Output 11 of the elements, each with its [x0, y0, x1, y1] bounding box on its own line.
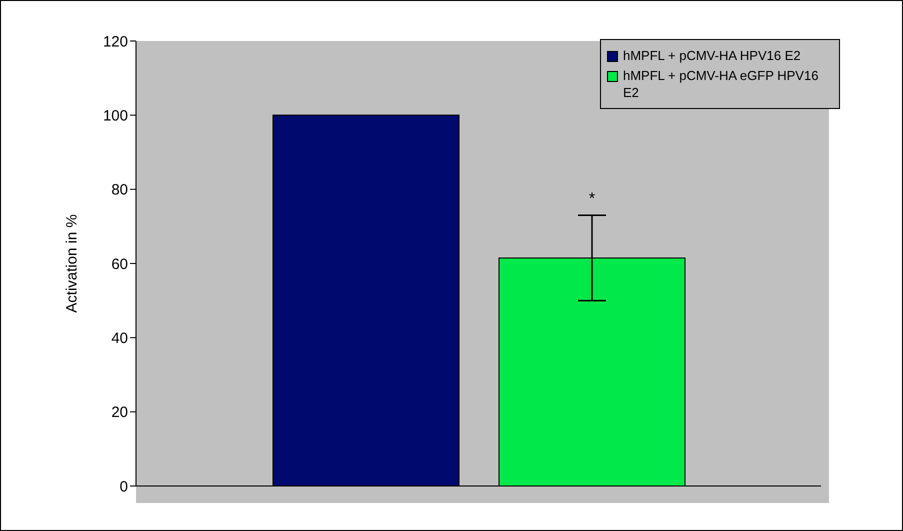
y-tick-label: 120 [102, 33, 128, 50]
legend-label: hMPFL + pCMV-HA eGFP HPV16 E2 [623, 67, 820, 101]
y-tick-label: 80 [111, 182, 128, 199]
y-tick-label: 20 [111, 404, 128, 422]
y-tick-label: 40 [111, 330, 128, 347]
y-tick-label: 100 [102, 107, 128, 124]
legend-label: hMPFL + pCMV-HA HPV16 E2 [623, 47, 802, 64]
y-tick-label: 60 [111, 256, 128, 273]
annotation: * [588, 190, 596, 208]
y-tick-label: 0 [120, 478, 128, 496]
y-axis-title: Activation in % [63, 214, 80, 313]
